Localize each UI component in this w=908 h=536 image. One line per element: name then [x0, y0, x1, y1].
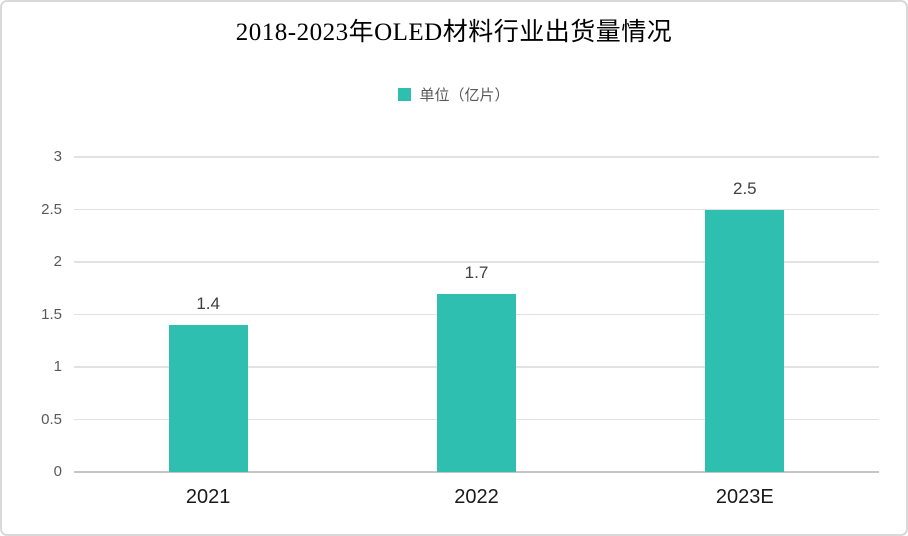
x-axis-label: 2021: [185, 486, 231, 508]
y-tick-label: 1: [53, 358, 62, 375]
y-tick-label: 3: [53, 148, 62, 165]
x-axis-label: 2023E: [715, 486, 774, 508]
y-tick-label: 2.5: [41, 200, 62, 218]
bar-2023E: [705, 209, 785, 472]
x-axis-label: 2022: [454, 486, 499, 508]
gridline: [74, 261, 879, 263]
bar-value-label: 1.7: [464, 262, 489, 282]
y-tick-label: 2: [53, 253, 62, 270]
bar-value-label: 2.5: [733, 178, 757, 198]
bar-2021: [168, 325, 248, 472]
legend-label: 单位（亿片）: [419, 87, 510, 104]
y-tick-label: 1.5: [41, 305, 62, 323]
gridline: [74, 156, 879, 158]
x-axis-line: [74, 471, 879, 473]
chart-title: 2018-2023年OLED材料行业出货量情况: [235, 19, 673, 46]
plot-area: 0 0.5 1 1.5 2 2.5 3 1.4 2021 1.7 2022 2.5 2023E: [41, 149, 879, 508]
y-tick-label: 0.5: [41, 410, 62, 428]
gridline: [74, 208, 879, 211]
legend: 单位（亿片）: [2, 84, 906, 105]
y-tick-label: 0: [53, 463, 62, 480]
bar-value-label: 1.4: [196, 294, 220, 313]
legend-swatch-icon: [398, 88, 412, 101]
bar-2022: [437, 293, 516, 472]
